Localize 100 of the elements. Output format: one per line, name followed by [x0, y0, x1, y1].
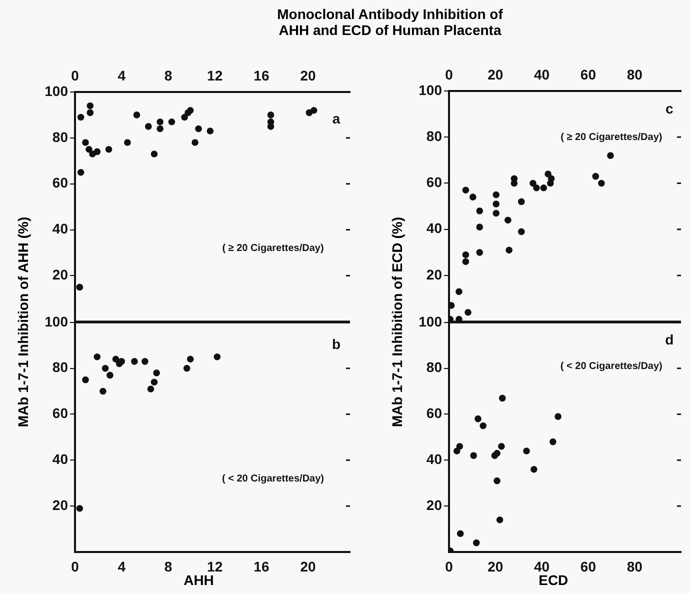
point [94, 148, 101, 156]
point [498, 442, 505, 450]
point [195, 125, 202, 132]
point [131, 358, 138, 365]
point [168, 118, 176, 126]
y-tick-label: 60 [52, 174, 68, 191]
point [156, 118, 164, 126]
point [124, 139, 131, 146]
point [474, 415, 482, 422]
point [504, 216, 512, 224]
point [476, 208, 484, 214]
point [480, 422, 487, 430]
x-tick-label: 0 [71, 558, 80, 574]
point [106, 372, 114, 379]
point [462, 251, 470, 258]
point [310, 106, 318, 114]
point [530, 180, 536, 187]
point [598, 180, 605, 187]
point [192, 139, 198, 146]
point [510, 180, 518, 187]
point [183, 364, 190, 372]
point [506, 246, 512, 254]
x-axis-title: AHH [184, 572, 214, 588]
x-tick-label: 20 [300, 67, 316, 84]
point [496, 516, 504, 524]
point [105, 146, 112, 153]
y-tick-label: 100 [44, 313, 68, 330]
point [456, 288, 462, 296]
text: Monoclonal Antibody Inhibition of AHH and ECD of Human Placenta [276, 6, 504, 38]
point [206, 128, 214, 134]
annotation: ( ≥ 20 Cigarettes/Day) [560, 132, 662, 143]
point [181, 114, 188, 121]
x-tick-label: 0 [445, 558, 454, 574]
point [469, 194, 476, 200]
x-tick-label: 20 [488, 66, 504, 82]
point [607, 152, 614, 159]
point [145, 123, 152, 130]
x-tick-label: 60 [580, 558, 596, 574]
x-tick-label: 40 [534, 558, 550, 574]
point [102, 364, 109, 372]
y-tick-label: 40 [426, 451, 442, 468]
y-tick-label: 40 [52, 220, 68, 237]
y-tick-label: 40 [52, 451, 68, 468]
y-tick-label: 60 [426, 174, 442, 190]
point [476, 224, 484, 230]
point [186, 356, 194, 363]
point [492, 210, 500, 217]
point [540, 184, 548, 192]
annotation: d [665, 332, 674, 348]
y-tick-label: 20 [426, 496, 442, 513]
point [147, 386, 154, 392]
point [464, 308, 472, 316]
y-tick-label: 100 [418, 82, 442, 98]
y-tick-label: 80 [426, 359, 442, 376]
point [494, 450, 500, 457]
point [498, 394, 506, 402]
x-tick-label: 0 [445, 66, 454, 82]
point [470, 452, 477, 459]
y-tick-label: 60 [426, 405, 442, 422]
point [100, 388, 106, 395]
x-tick-label: 8 [164, 558, 172, 574]
point [518, 198, 525, 206]
point [494, 477, 500, 484]
y-tick-label: 80 [426, 128, 442, 144]
point [86, 102, 94, 110]
x-tick-label: 4 [118, 67, 126, 84]
x-tick-label: 16 [254, 67, 270, 84]
point [267, 123, 274, 130]
point [142, 358, 148, 365]
point [76, 284, 84, 291]
point [267, 112, 274, 118]
point [592, 172, 600, 180]
y-tick-label: 20 [52, 496, 68, 513]
annotation: ( < 20 Cigarettes/Day) [560, 360, 662, 372]
point [112, 356, 120, 363]
point [492, 200, 500, 208]
point [554, 413, 562, 420]
x-tick-label: 80 [626, 558, 643, 574]
point [118, 358, 126, 365]
point [153, 370, 160, 376]
x-tick-label: 20 [488, 558, 504, 574]
annotation: c [666, 100, 674, 116]
x-tick-label: 12 [207, 558, 223, 574]
point [82, 139, 89, 146]
point [523, 448, 530, 454]
x-tick-label: 8 [164, 67, 172, 84]
point [472, 539, 480, 546]
point [76, 504, 84, 512]
point [449, 302, 455, 309]
x-tick-label: 0 [71, 67, 80, 84]
point [544, 170, 552, 178]
y-tick-label: 20 [426, 266, 442, 282]
y-tick-label: 100 [418, 313, 442, 330]
y-axis-title: MAb 1-7-1 Inhibition of ECD (%) [389, 216, 405, 426]
annotation: a [332, 110, 340, 126]
point [86, 109, 94, 116]
point [214, 353, 221, 360]
annotation: ( ≥ 20 Cigarettes/Day) [222, 242, 324, 254]
point [86, 146, 92, 153]
x-tick-label: 60 [580, 66, 596, 82]
